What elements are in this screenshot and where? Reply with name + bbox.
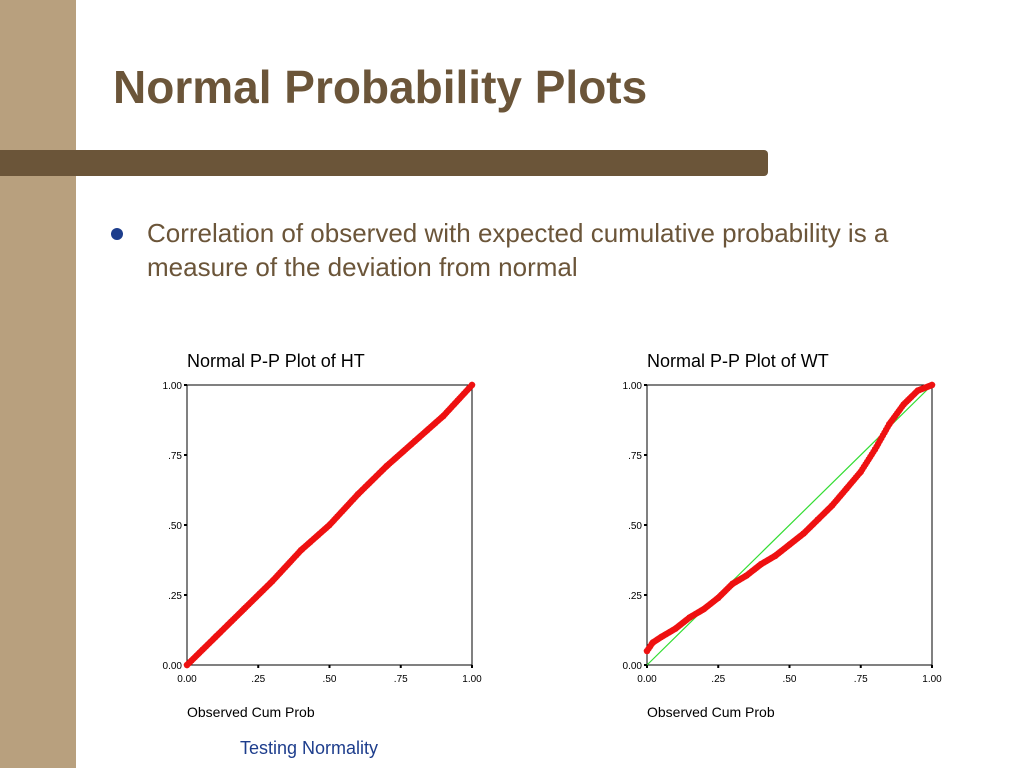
x-tick-label: .25 [711,674,725,685]
x-tick-label: .75 [854,674,868,685]
y-tick-label: 1.00 [623,381,643,392]
x-tick-label: .75 [394,674,408,685]
x-tick-label: 1.00 [922,674,942,685]
x-tick-label: .50 [783,674,797,685]
y-tick-label: 0.00 [623,661,643,672]
chart-ht: Normal P-P Plot of HT 0.00 .25 .50 .75 1.00 0.… [140,345,483,730]
pp-plot-ht: Normal P-P Plot of HT 0.00 .25 .50 .75 1.00 0.… [163,351,483,720]
y-tick-label: .75 [628,451,642,462]
x-tick-label: 0.00 [637,674,657,685]
y-tick-label: .25 [628,591,642,602]
pp-plot-wt: Normal P-P Plot of WT 0.00 .25 .50 .75 1.00 0.… [623,351,943,720]
x-axis-label: Observed Cum Prob [187,704,315,720]
slide-title: Normal Probability Plots [113,61,648,113]
y-tick-label: .50 [168,521,182,532]
x-tick-label: .25 [251,674,265,685]
chart-wt: Normal P-P Plot of WT 0.00 .25 .50 .75 1.00 0.… [600,345,943,730]
bullet-text: Correlation of observed with expected cu… [147,218,889,282]
left-band [0,0,76,768]
x-axis-label: Observed Cum Prob [647,704,775,720]
data-point-fill [928,381,936,389]
y-tick-label: .75 [168,451,182,462]
x-tick-label: 0.00 [177,674,197,685]
chart-title: Normal P-P Plot of HT [187,351,365,371]
x-tick-label: 1.00 [462,674,482,685]
x-tick-label: .50 [323,674,337,685]
data-point-fill [468,381,476,389]
y-tick-label: .25 [168,591,182,602]
y-tick-label: 1.00 [163,381,183,392]
bullet-icon [111,228,123,240]
y-tick-label: 0.00 [163,661,183,672]
footer-text: Testing Normality [240,738,379,758]
y-tick-label: .50 [628,521,642,532]
title-rule [0,150,768,176]
chart-title: Normal P-P Plot of WT [647,351,829,371]
